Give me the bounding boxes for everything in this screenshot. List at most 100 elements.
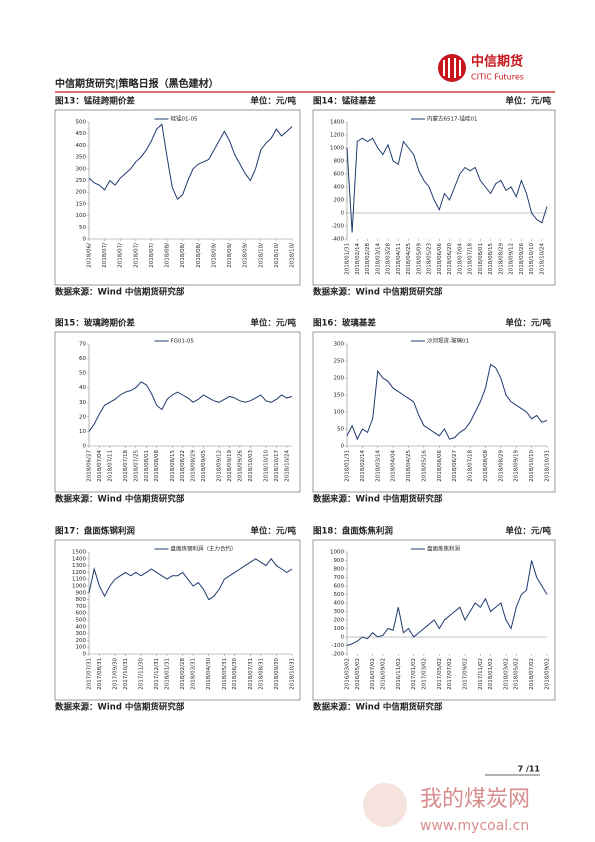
chart-frame bbox=[54, 539, 301, 701]
x-tick-label: 2018/09/19 bbox=[514, 450, 520, 482]
y-tick-label: 250 bbox=[76, 178, 87, 184]
y-tick-label: 800 bbox=[334, 159, 345, 165]
x-tick-label: 2018/05/23 bbox=[427, 243, 433, 275]
x-tick-label: 2018/07/11 bbox=[107, 450, 113, 482]
x-tick-label: 2018/07/18 bbox=[468, 243, 474, 275]
x-tick-label: 2018/06/27 bbox=[452, 450, 458, 482]
x-tick-label: 2016/07/02 bbox=[370, 658, 376, 690]
legend-label: 内蒙古6517-锰硅01 bbox=[427, 115, 477, 123]
x-tick-label: 2018/04/30 bbox=[206, 658, 212, 690]
y-tick-label: 50 bbox=[79, 371, 86, 377]
chart-frame bbox=[312, 331, 556, 493]
x-tick-label: 2018/07/ bbox=[118, 243, 124, 268]
x-tick-label: 2018/08/ bbox=[180, 243, 186, 268]
y-tick-label: 400 bbox=[76, 143, 87, 149]
x-tick-label: 2018/09/ bbox=[227, 243, 233, 268]
x-tick-label: 2018/09/05 bbox=[201, 450, 207, 482]
logo-mark bbox=[438, 54, 466, 82]
y-tick-label: 600 bbox=[334, 172, 345, 178]
y-tick-label: 800 bbox=[76, 597, 87, 603]
x-tick-label: 2018/08/29 bbox=[498, 243, 504, 275]
y-tick-label: 1000 bbox=[72, 584, 86, 590]
watermark-logo bbox=[363, 783, 407, 827]
x-tick-label: 2018/04/04 bbox=[391, 450, 397, 482]
x-tick-label: 2018/04/25 bbox=[406, 243, 412, 275]
y-tick-label: 700 bbox=[76, 604, 87, 610]
legend-label: 沙河现货-玻璃01 bbox=[427, 337, 469, 345]
x-tick-label: 2018/03/14 bbox=[375, 450, 381, 482]
y-tick-label: 500 bbox=[334, 592, 345, 598]
x-tick-label: 2018/03/31 bbox=[191, 658, 197, 690]
x-tick-label: 2018/08/08 bbox=[154, 450, 160, 482]
y-tick-label: 30 bbox=[79, 400, 86, 406]
x-tick-label: 2018/07/ bbox=[149, 243, 155, 268]
figure-source: 数据来源：Wind 中信期货研究部 bbox=[313, 494, 443, 505]
x-tick-label: 2017/08/31 bbox=[97, 658, 103, 690]
x-tick-label: 2018/08/ bbox=[196, 243, 202, 268]
y-tick-label: 1100 bbox=[72, 577, 86, 583]
x-tick-label: 2017/09/02 bbox=[462, 658, 468, 690]
y-tick-label: 800 bbox=[334, 567, 345, 573]
x-tick-label: 2018/09/ bbox=[243, 243, 249, 268]
x-tick-label: 2018/07/18 bbox=[123, 450, 129, 482]
y-tick-label: 10 bbox=[79, 429, 86, 435]
x-tick-label: 2018/10/24 bbox=[284, 450, 290, 482]
y-tick-label: 100 bbox=[334, 626, 345, 632]
series-line bbox=[346, 137, 548, 233]
x-tick-label: 2018/02/28 bbox=[180, 658, 186, 690]
x-tick-label: 2017/01/02 bbox=[411, 658, 417, 690]
y-tick-label: 300 bbox=[76, 166, 87, 172]
watermark-url: www.mycoal.cn bbox=[420, 818, 529, 834]
y-tick-label: 900 bbox=[334, 558, 345, 564]
x-tick-label: 2018/01/02 bbox=[488, 658, 494, 690]
x-tick-label: 2018/06/27 bbox=[87, 450, 93, 482]
y-tick-label: 1200 bbox=[330, 133, 344, 139]
y-tick-label: 150 bbox=[334, 393, 345, 399]
x-tick-label: 2018/09/30 bbox=[274, 658, 280, 690]
x-tick-label: 2018/09/02 bbox=[545, 658, 551, 690]
y-tick-label: 0 bbox=[83, 237, 87, 243]
logo-lines bbox=[443, 58, 461, 78]
x-tick-label: 2018/08/29 bbox=[498, 450, 504, 482]
figure-unit: 单位：元/吨 bbox=[505, 318, 551, 329]
series-line bbox=[346, 560, 548, 646]
figure-source: 数据来源：Wind 中信期货研究部 bbox=[55, 287, 185, 298]
y-tick-label: 450 bbox=[76, 131, 87, 137]
x-tick-label: 2017/11/30 bbox=[139, 658, 145, 690]
y-tick-label: 250 bbox=[334, 359, 345, 365]
figure-source: 数据来源：Wind 中信期货研究部 bbox=[313, 702, 443, 713]
y-tick-label: 500 bbox=[76, 120, 87, 126]
x-tick-label: 2018/08/ bbox=[165, 243, 171, 268]
y-tick-label: 1200 bbox=[72, 570, 86, 576]
x-tick-label: 2018/07/ bbox=[133, 243, 139, 268]
x-tick-label: 2018/08/31 bbox=[258, 658, 264, 690]
x-tick-label: 2018/10/10 bbox=[529, 243, 535, 275]
y-tick-label: -400 bbox=[332, 237, 345, 243]
y-tick-label: 0 bbox=[341, 635, 345, 641]
y-tick-label: 900 bbox=[76, 590, 87, 596]
x-tick-label: 2018/03/28 bbox=[386, 243, 392, 275]
x-tick-label: 2018/10/31 bbox=[545, 450, 551, 482]
y-tick-label: 400 bbox=[334, 601, 345, 607]
x-tick-label: 2018/07/02 bbox=[529, 658, 535, 690]
y-tick-label: 350 bbox=[76, 155, 87, 161]
x-tick-label: 2018/07/18 bbox=[468, 450, 474, 482]
x-tick-label: 2018/06/06 bbox=[437, 243, 443, 275]
legend-label: FG01-05 bbox=[171, 339, 195, 345]
x-tick-label: 2018/07/31 bbox=[248, 658, 254, 690]
y-tick-label: 600 bbox=[334, 584, 345, 590]
y-tick-label: -200 bbox=[332, 224, 345, 230]
figure-title: 图16：玻璃基差 bbox=[313, 318, 376, 329]
x-tick-label: 2018/01/31 bbox=[345, 450, 351, 482]
x-tick-label: 2018/10/17 bbox=[274, 450, 280, 482]
series-line bbox=[346, 363, 548, 441]
x-tick-label: 2018/01/31 bbox=[345, 243, 351, 275]
chart-frame bbox=[312, 539, 556, 701]
figure-title: 图17：盘面炼钢利润 bbox=[55, 526, 135, 537]
x-tick-label: 2018/05/09 bbox=[416, 243, 422, 275]
x-tick-label: 2018/08/01 bbox=[478, 243, 484, 275]
x-tick-label: 2018/06/ bbox=[87, 243, 93, 268]
y-tick-label: 70 bbox=[79, 342, 86, 348]
figure-title: 图15：玻璃跨期价差 bbox=[55, 318, 135, 329]
x-tick-label: 2018/08/22 bbox=[180, 450, 186, 482]
